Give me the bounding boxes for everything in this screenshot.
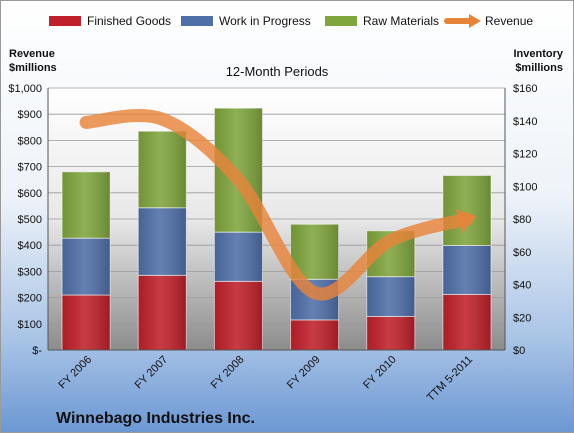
legend-label: Raw Materials [363,14,439,28]
bar-segment-shade [442,175,491,246]
left-tick-label: $100 [18,319,42,331]
bars [61,107,492,351]
bar-segment-shade [138,207,187,276]
left-tick-label: $200 [18,293,42,305]
right-axis-title-line2: $millions [515,62,563,74]
legend-label: Finished Goods [87,14,171,28]
legend-swatch [181,16,213,26]
bar-segment-shade [366,316,415,350]
right-axis-title-line1: Inventory [513,48,563,60]
right-tick-label: $120 [513,149,537,161]
left-tick-label: $300 [18,266,42,278]
right-tick-label: $0 [513,345,525,357]
left-tick-label: $600 [18,188,42,200]
bar-segment-shade [366,276,415,317]
right-tick-label: $80 [513,214,531,226]
bar-segment-shade [214,232,263,282]
legend: Finished Goods Work in Progress Raw Materi… [49,14,533,28]
bar-segment-shade [290,319,339,350]
chart-subtitle: 12-Month Periods [226,64,329,79]
legend-label: Work in Progress [219,14,311,28]
gridlines [48,87,505,351]
bar-segment-shade [62,238,111,295]
right-tick-label: $60 [513,247,531,259]
legend-swatch-arrow [469,14,481,28]
left-tick-label: $- [32,345,42,357]
bar-segment-shade [214,281,263,350]
bar-segment-shade [442,245,491,295]
legend-label: Revenue [485,14,533,28]
right-tick-label: $20 [513,312,531,324]
left-tick-label: $1,000 [8,83,42,95]
bar-segment-shade [62,294,111,350]
left-tick-label: $500 [18,214,42,226]
right-tick-label: $40 [513,280,531,292]
bar-segment-shade [138,131,187,208]
company-name: Winnebago Industries Inc. [56,410,255,427]
bar-segment-shade [138,275,187,350]
right-tick-label: $160 [513,83,537,95]
bar-segment-shade [62,171,111,239]
right-tick-label: $140 [513,116,537,128]
revenue-line-arrowhead [455,209,477,234]
left-tick-label: $400 [18,240,42,252]
left-tick-label: $800 [18,135,42,147]
revenue-line [79,109,474,301]
bar-segment-shade [442,294,491,350]
legend-swatch [325,16,357,26]
left-tick-label: $700 [18,162,42,174]
left-tick-label: $900 [18,109,42,121]
right-tick-label: $100 [513,181,537,193]
left-axis-title-line2: $millions [9,62,57,74]
legend-swatch [49,16,81,26]
revenue-line-layer [79,109,477,301]
left-axis-title-line1: Revenue [9,48,55,60]
